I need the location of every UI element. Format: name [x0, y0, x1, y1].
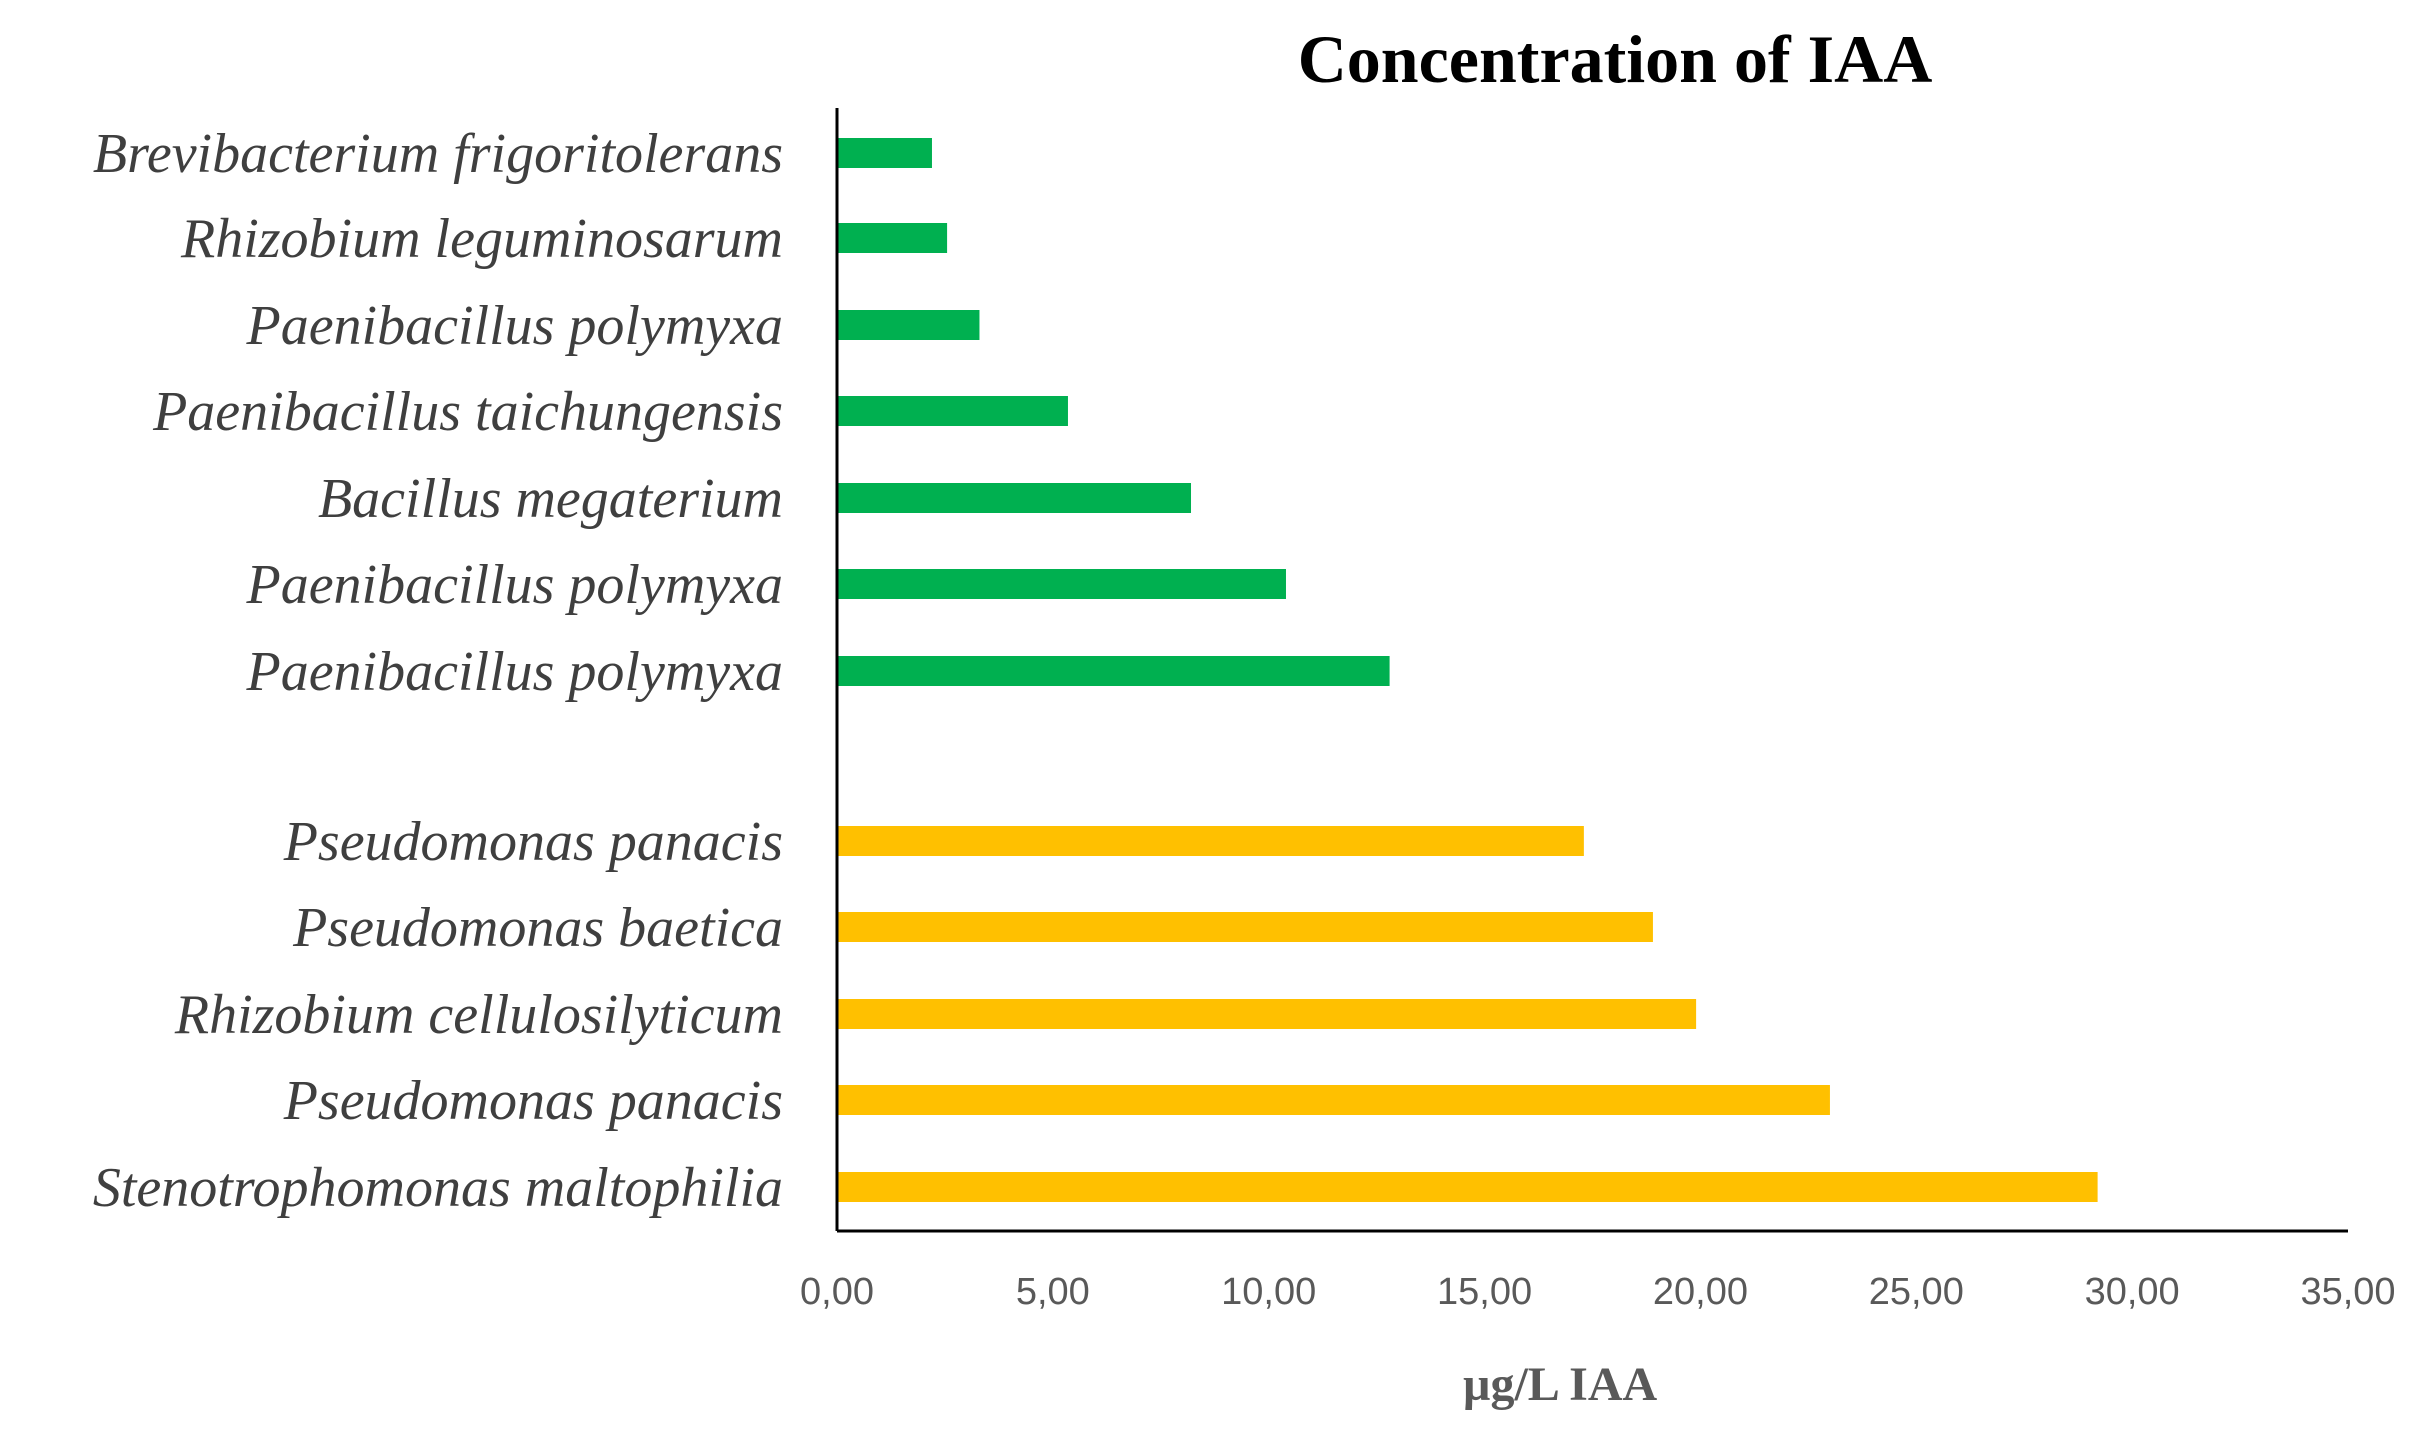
bar-1-3	[837, 310, 980, 340]
category-label: Pseudomonas panacis	[283, 1070, 783, 1132]
x-tick-label: 15,00	[1437, 1271, 1532, 1313]
category-label: Rhizobium leguminosarum	[180, 208, 783, 270]
category-label: Brevibacterium frigoritolerans	[93, 123, 783, 185]
category-label: Paenibacillus polymyxa	[245, 295, 783, 357]
bar-1-6	[837, 569, 1286, 599]
category-label: Pseudomonas panacis	[283, 811, 783, 873]
x-tick-label: 35,00	[2300, 1271, 2395, 1313]
x-tick-label: 10,00	[1221, 1271, 1316, 1313]
bar-2-1	[837, 826, 1584, 856]
bar-1-7	[837, 656, 1390, 686]
bar-1-1	[837, 138, 932, 168]
bar-1-2	[837, 223, 948, 253]
x-tick-label: 0,00	[800, 1271, 874, 1313]
category-label: Paenibacillus polymyxa	[245, 641, 783, 703]
category-label: Paenibacillus polymyxa	[245, 554, 783, 616]
category-label: Rhizobium cellulosilyticum	[174, 984, 783, 1046]
x-tick-label: 5,00	[1016, 1271, 1090, 1313]
category-label: Stenotrophomonas maltophilia	[93, 1157, 783, 1219]
bars-layer	[837, 138, 2098, 1202]
x-tick-label: 25,00	[1869, 1271, 1964, 1313]
chart-title: Concentration of IAA	[1298, 21, 1933, 97]
x-tick-label: 30,00	[2085, 1271, 2180, 1313]
bar-1-4	[837, 396, 1068, 426]
x-tick-labels: 0,00 5,00 10,00 15,00 20,00 25,00 30,00 35,00	[800, 1271, 2396, 1313]
bar-2-2	[837, 912, 1653, 942]
bar-2-4	[837, 1085, 1830, 1115]
category-label: Pseudomonas baetica	[292, 897, 783, 959]
x-axis-title: µg/L IAA	[1463, 1358, 1658, 1411]
category-label: Bacillus megaterium	[318, 468, 783, 530]
x-tick-label: 20,00	[1653, 1271, 1748, 1313]
bar-2-3	[837, 999, 1697, 1029]
bar-1-5	[837, 483, 1192, 513]
category-label: Paenibacillus taichungensis	[152, 381, 783, 443]
category-labels: Brevibacterium frigoritolerans Rhizobium …	[93, 123, 783, 1219]
bar-2-5	[837, 1172, 2098, 1202]
